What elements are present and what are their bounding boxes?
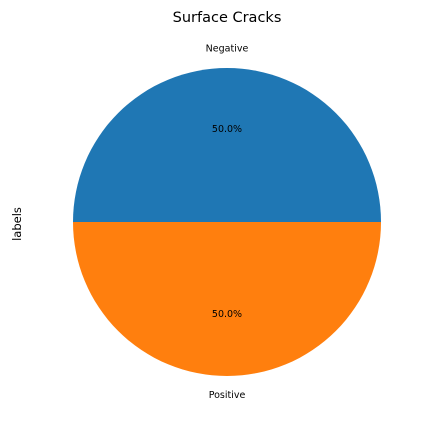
pie-category-label-negative: Negative bbox=[206, 44, 249, 55]
pie-slice-positive bbox=[73, 222, 381, 376]
chart-title: Surface Cracks bbox=[173, 10, 282, 26]
pie-labels: Negative 50.0% Positive 50.0% bbox=[206, 44, 249, 401]
pie-percent-label-positive: 50.0% bbox=[212, 309, 242, 320]
y-axis-label: labels bbox=[10, 207, 24, 241]
pie-slice-negative bbox=[73, 68, 381, 222]
pie-percent-label-negative: 50.0% bbox=[212, 124, 242, 135]
pie-slices bbox=[73, 68, 381, 376]
pie-category-label-positive: Positive bbox=[209, 390, 246, 401]
